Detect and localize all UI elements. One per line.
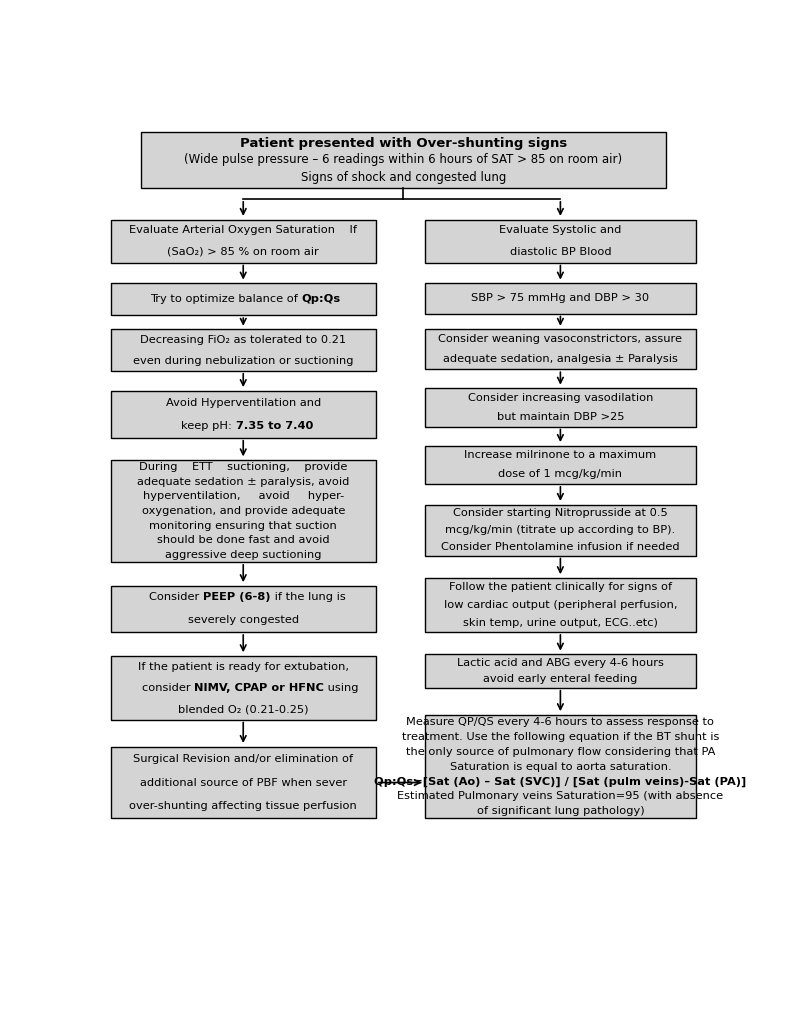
Bar xyxy=(110,391,376,437)
Text: (Wide pulse pressure – 6 readings within 6 hours of SAT > 85 on room air): (Wide pulse pressure – 6 readings within… xyxy=(184,153,623,166)
Bar xyxy=(110,656,376,720)
Text: mcg/kg/min (titrate up according to BP).: mcg/kg/min (titrate up according to BP). xyxy=(445,525,675,536)
Text: even during nebulization or suctioning: even during nebulization or suctioning xyxy=(133,356,353,366)
Text: hyperventilation,     avoid     hyper-: hyperventilation, avoid hyper- xyxy=(142,491,344,501)
Text: Evaluate Systolic and: Evaluate Systolic and xyxy=(499,225,622,236)
Text: 7.35 to 7.40: 7.35 to 7.40 xyxy=(236,421,313,431)
Text: but maintain DBP >25: but maintain DBP >25 xyxy=(497,413,624,422)
Bar xyxy=(425,655,696,688)
Text: consider: consider xyxy=(142,682,194,693)
Text: Consider starting Nitroprusside at 0.5: Consider starting Nitroprusside at 0.5 xyxy=(453,508,667,518)
Text: During    ETT    suctioning,    provide: During ETT suctioning, provide xyxy=(139,462,347,473)
Text: PEEP (6-8): PEEP (6-8) xyxy=(203,592,271,603)
Text: Estimated Pulmonary veins Saturation=95 (with absence: Estimated Pulmonary veins Saturation=95 … xyxy=(397,791,723,801)
Bar xyxy=(110,460,376,562)
Bar xyxy=(425,330,696,369)
Bar xyxy=(425,446,696,484)
Text: SBP > 75 mmHg and DBP > 30: SBP > 75 mmHg and DBP > 30 xyxy=(471,294,649,303)
Text: Qp:Qs: Qp:Qs xyxy=(301,295,341,304)
Text: Increase milrinone to a maximum: Increase milrinone to a maximum xyxy=(464,450,656,460)
Text: Decreasing FiO₂ as tolerated to 0.21: Decreasing FiO₂ as tolerated to 0.21 xyxy=(140,335,346,345)
Bar xyxy=(425,505,696,555)
Text: if the lung is: if the lung is xyxy=(271,592,345,603)
Bar xyxy=(425,283,696,313)
Bar xyxy=(425,714,696,818)
Bar xyxy=(425,219,696,263)
Text: aggressive deep suctioning: aggressive deep suctioning xyxy=(165,550,321,559)
Text: dose of 1 mcg/kg/min: dose of 1 mcg/kg/min xyxy=(498,469,623,480)
Text: Consider increasing vasodilation: Consider increasing vasodilation xyxy=(467,393,653,403)
Text: avoid early enteral feeding: avoid early enteral feeding xyxy=(483,674,637,685)
Text: Avoid Hyperventilation and: Avoid Hyperventilation and xyxy=(165,397,321,407)
Text: over-shunting affecting tissue perfusion: over-shunting affecting tissue perfusion xyxy=(129,801,357,812)
Text: adequate sedation, analgesia ± Paralysis: adequate sedation, analgesia ± Paralysis xyxy=(443,355,678,364)
Text: Surgical Revision and/or elimination of: Surgical Revision and/or elimination of xyxy=(133,754,353,764)
Text: low cardiac output (peripheral perfusion,: low cardiac output (peripheral perfusion… xyxy=(444,600,677,610)
Text: Evaluate Arterial Oxygen Saturation    If: Evaluate Arterial Oxygen Saturation If xyxy=(129,225,357,236)
Text: Lactic acid and ABG every 4-6 hours: Lactic acid and ABG every 4-6 hours xyxy=(457,658,663,668)
Bar xyxy=(110,586,376,632)
Text: using: using xyxy=(324,682,359,693)
Text: Qp:Qs=[Sat (Ao) – Sat (SVC)] / [Sat (pulm veins)-Sat (PA)]: Qp:Qs=[Sat (Ao) – Sat (SVC)] / [Sat (pul… xyxy=(375,777,747,787)
Bar xyxy=(425,389,696,427)
Text: Try to optimize balance of: Try to optimize balance of xyxy=(150,295,301,304)
Bar xyxy=(110,219,376,263)
Bar xyxy=(425,578,696,632)
Text: diastolic BP Blood: diastolic BP Blood xyxy=(509,247,611,256)
Text: severely congested: severely congested xyxy=(187,615,299,626)
Text: Consider Phentolamine infusion if needed: Consider Phentolamine infusion if needed xyxy=(441,542,680,552)
Text: Consider weaning vasoconstrictors, assure: Consider weaning vasoconstrictors, assur… xyxy=(438,334,682,344)
Bar xyxy=(110,283,376,315)
Bar xyxy=(141,132,666,188)
Text: Saturation is equal to aorta saturation.: Saturation is equal to aorta saturation. xyxy=(449,762,671,771)
Text: treatment. Use the following equation if the BT shunt is: treatment. Use the following equation if… xyxy=(401,732,719,742)
Bar xyxy=(110,330,376,371)
Text: Measure QP/QS every 4-6 hours to assess response to: Measure QP/QS every 4-6 hours to assess … xyxy=(406,718,715,727)
Text: of significant lung pathology): of significant lung pathology) xyxy=(477,805,645,816)
Text: the only source of pulmonary flow considering that PA: the only source of pulmonary flow consid… xyxy=(406,747,715,757)
Text: blended O₂ (0.21-0.25): blended O₂ (0.21-0.25) xyxy=(178,704,309,714)
Text: oxygenation, and provide adequate: oxygenation, and provide adequate xyxy=(142,506,345,516)
Text: adequate sedation ± paralysis, avoid: adequate sedation ± paralysis, avoid xyxy=(137,477,349,487)
Text: (SaO₂) > 85 % on room air: (SaO₂) > 85 % on room air xyxy=(168,247,319,256)
Text: Signs of shock and congested lung: Signs of shock and congested lung xyxy=(301,172,506,184)
Text: additional source of PBF when sever: additional source of PBF when sever xyxy=(139,778,347,788)
Text: skin temp, urine output, ECG..etc): skin temp, urine output, ECG..etc) xyxy=(463,618,658,628)
Text: Consider: Consider xyxy=(150,592,203,603)
Text: NIMV, CPAP or HFNC: NIMV, CPAP or HFNC xyxy=(194,682,324,693)
Text: If the patient is ready for extubation,: If the patient is ready for extubation, xyxy=(138,662,349,671)
Text: Follow the patient clinically for signs of: Follow the patient clinically for signs … xyxy=(449,582,672,591)
Text: Patient presented with Over-shunting signs: Patient presented with Over-shunting sig… xyxy=(240,136,567,150)
Text: keep pH:: keep pH: xyxy=(181,421,236,431)
Text: should be done fast and avoid: should be done fast and avoid xyxy=(157,536,330,545)
Bar xyxy=(110,747,376,818)
Text: monitoring ensuring that suction: monitoring ensuring that suction xyxy=(150,520,337,530)
